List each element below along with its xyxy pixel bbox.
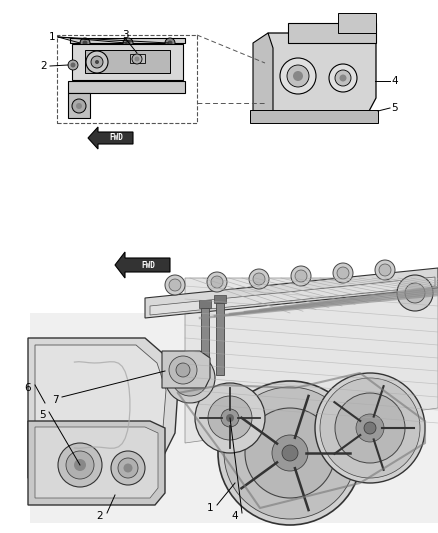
Circle shape <box>280 58 316 94</box>
Text: 5: 5 <box>39 410 45 420</box>
Circle shape <box>169 356 197 384</box>
Circle shape <box>339 75 346 82</box>
Circle shape <box>249 269 269 289</box>
Circle shape <box>91 56 103 68</box>
Polygon shape <box>35 427 158 498</box>
Circle shape <box>165 353 215 403</box>
Polygon shape <box>250 110 378 123</box>
Circle shape <box>207 272 227 292</box>
Polygon shape <box>35 345 166 471</box>
Circle shape <box>375 260 395 280</box>
Circle shape <box>208 396 252 440</box>
Polygon shape <box>162 351 210 388</box>
Polygon shape <box>201 308 209 378</box>
Circle shape <box>337 267 349 279</box>
Text: 3: 3 <box>122 30 128 40</box>
Text: FWD: FWD <box>141 261 155 270</box>
Circle shape <box>333 263 353 283</box>
Circle shape <box>118 458 138 478</box>
Circle shape <box>132 54 142 64</box>
Circle shape <box>72 99 86 113</box>
Circle shape <box>272 435 308 471</box>
Polygon shape <box>70 38 185 43</box>
Polygon shape <box>150 277 435 315</box>
Text: 6: 6 <box>25 383 31 393</box>
Polygon shape <box>288 23 376 43</box>
Polygon shape <box>130 54 145 63</box>
Circle shape <box>218 381 362 525</box>
Circle shape <box>364 422 376 434</box>
Circle shape <box>124 464 133 472</box>
Polygon shape <box>253 33 273 118</box>
Circle shape <box>397 275 433 311</box>
Circle shape <box>172 360 208 396</box>
Circle shape <box>80 38 90 48</box>
Text: FWD: FWD <box>109 133 123 142</box>
Circle shape <box>211 276 223 288</box>
Text: 1: 1 <box>207 503 213 513</box>
Polygon shape <box>214 295 226 303</box>
Circle shape <box>58 443 102 487</box>
Polygon shape <box>115 252 170 278</box>
Polygon shape <box>72 44 183 80</box>
Polygon shape <box>68 81 185 93</box>
Polygon shape <box>268 33 376 113</box>
Circle shape <box>335 393 405 463</box>
Circle shape <box>95 60 99 64</box>
Polygon shape <box>30 313 438 523</box>
Text: 5: 5 <box>392 103 398 113</box>
Circle shape <box>167 41 173 45</box>
Circle shape <box>169 279 181 291</box>
Circle shape <box>291 266 311 286</box>
Circle shape <box>66 451 94 479</box>
Polygon shape <box>216 303 224 375</box>
Circle shape <box>379 264 391 276</box>
Text: 1: 1 <box>49 32 55 42</box>
Polygon shape <box>28 338 178 478</box>
Circle shape <box>253 273 265 285</box>
Circle shape <box>74 459 86 471</box>
Circle shape <box>335 70 351 86</box>
Text: 7: 7 <box>52 395 58 405</box>
Circle shape <box>329 64 357 92</box>
Text: 4: 4 <box>392 76 398 86</box>
Circle shape <box>126 41 131 45</box>
Polygon shape <box>88 127 133 149</box>
Polygon shape <box>28 421 165 505</box>
Circle shape <box>123 38 133 48</box>
Circle shape <box>71 62 75 68</box>
Polygon shape <box>199 300 211 308</box>
Circle shape <box>320 378 420 478</box>
Circle shape <box>68 60 78 70</box>
Polygon shape <box>68 93 90 118</box>
Circle shape <box>295 270 307 282</box>
Circle shape <box>76 103 82 109</box>
Circle shape <box>176 363 190 377</box>
Circle shape <box>82 41 88 45</box>
Text: 4: 4 <box>232 511 238 521</box>
Circle shape <box>315 373 425 483</box>
Circle shape <box>356 414 384 442</box>
Circle shape <box>287 65 309 87</box>
Circle shape <box>245 408 335 498</box>
Circle shape <box>182 370 198 386</box>
Text: 2: 2 <box>97 511 103 521</box>
Circle shape <box>224 387 356 519</box>
Circle shape <box>165 275 185 295</box>
Polygon shape <box>145 268 438 318</box>
Circle shape <box>165 38 175 48</box>
Circle shape <box>405 283 425 303</box>
Circle shape <box>134 56 139 61</box>
Circle shape <box>226 414 234 422</box>
Circle shape <box>282 445 298 461</box>
Polygon shape <box>338 13 376 33</box>
Circle shape <box>221 409 239 427</box>
Polygon shape <box>185 278 438 443</box>
Circle shape <box>195 383 265 453</box>
Circle shape <box>293 71 303 81</box>
Circle shape <box>111 451 145 485</box>
Text: 2: 2 <box>41 61 47 71</box>
Circle shape <box>86 51 108 73</box>
Polygon shape <box>85 50 170 73</box>
